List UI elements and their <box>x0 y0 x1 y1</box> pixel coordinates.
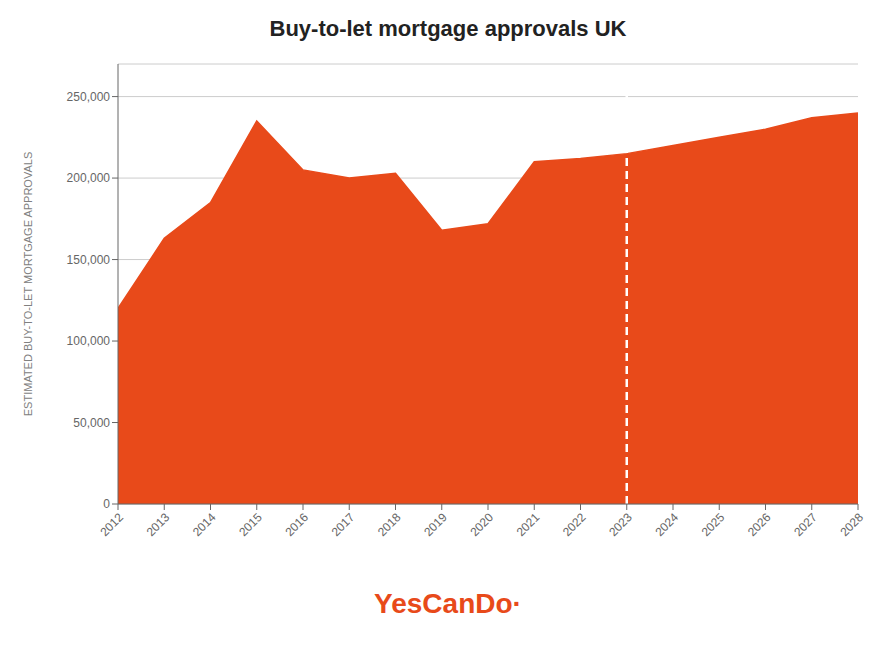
svg-text:200,000: 200,000 <box>67 171 111 185</box>
svg-text:150,000: 150,000 <box>67 253 111 267</box>
svg-text:ESTIMATED BUY-TO-LET MORTGAGE: ESTIMATED BUY-TO-LET MORTGAGE APPROVALS <box>22 152 34 416</box>
svg-text:100,000: 100,000 <box>67 334 111 348</box>
svg-text:2025: 2025 <box>699 510 728 539</box>
svg-text:2023: 2023 <box>606 510 635 539</box>
svg-text:2015: 2015 <box>236 510 265 539</box>
svg-text:2019: 2019 <box>421 510 450 539</box>
svg-text:2021: 2021 <box>514 510 543 539</box>
svg-text:2012: 2012 <box>97 510 126 539</box>
svg-text:2026: 2026 <box>745 510 774 539</box>
svg-text:2017: 2017 <box>329 510 358 539</box>
svg-text:2028: 2028 <box>837 510 866 539</box>
svg-text:2020: 2020 <box>467 510 496 539</box>
svg-text:2016: 2016 <box>282 510 311 539</box>
svg-text:2018: 2018 <box>375 510 404 539</box>
svg-text:2027: 2027 <box>791 510 820 539</box>
svg-text:250,000: 250,000 <box>67 90 111 104</box>
svg-text:50,000: 50,000 <box>73 416 110 430</box>
svg-text:2013: 2013 <box>144 510 173 539</box>
html-text:YesCanDo·: YesCanDo· <box>374 588 522 619</box>
svg-text:0: 0 <box>103 497 110 511</box>
svg-text:2024: 2024 <box>652 510 681 539</box>
svg-text:2014: 2014 <box>190 510 219 539</box>
html-text:Buy-to-let mortgage approvals: Buy-to-let mortgage approvals UK <box>269 16 627 41</box>
svg-text:2022: 2022 <box>560 510 589 539</box>
